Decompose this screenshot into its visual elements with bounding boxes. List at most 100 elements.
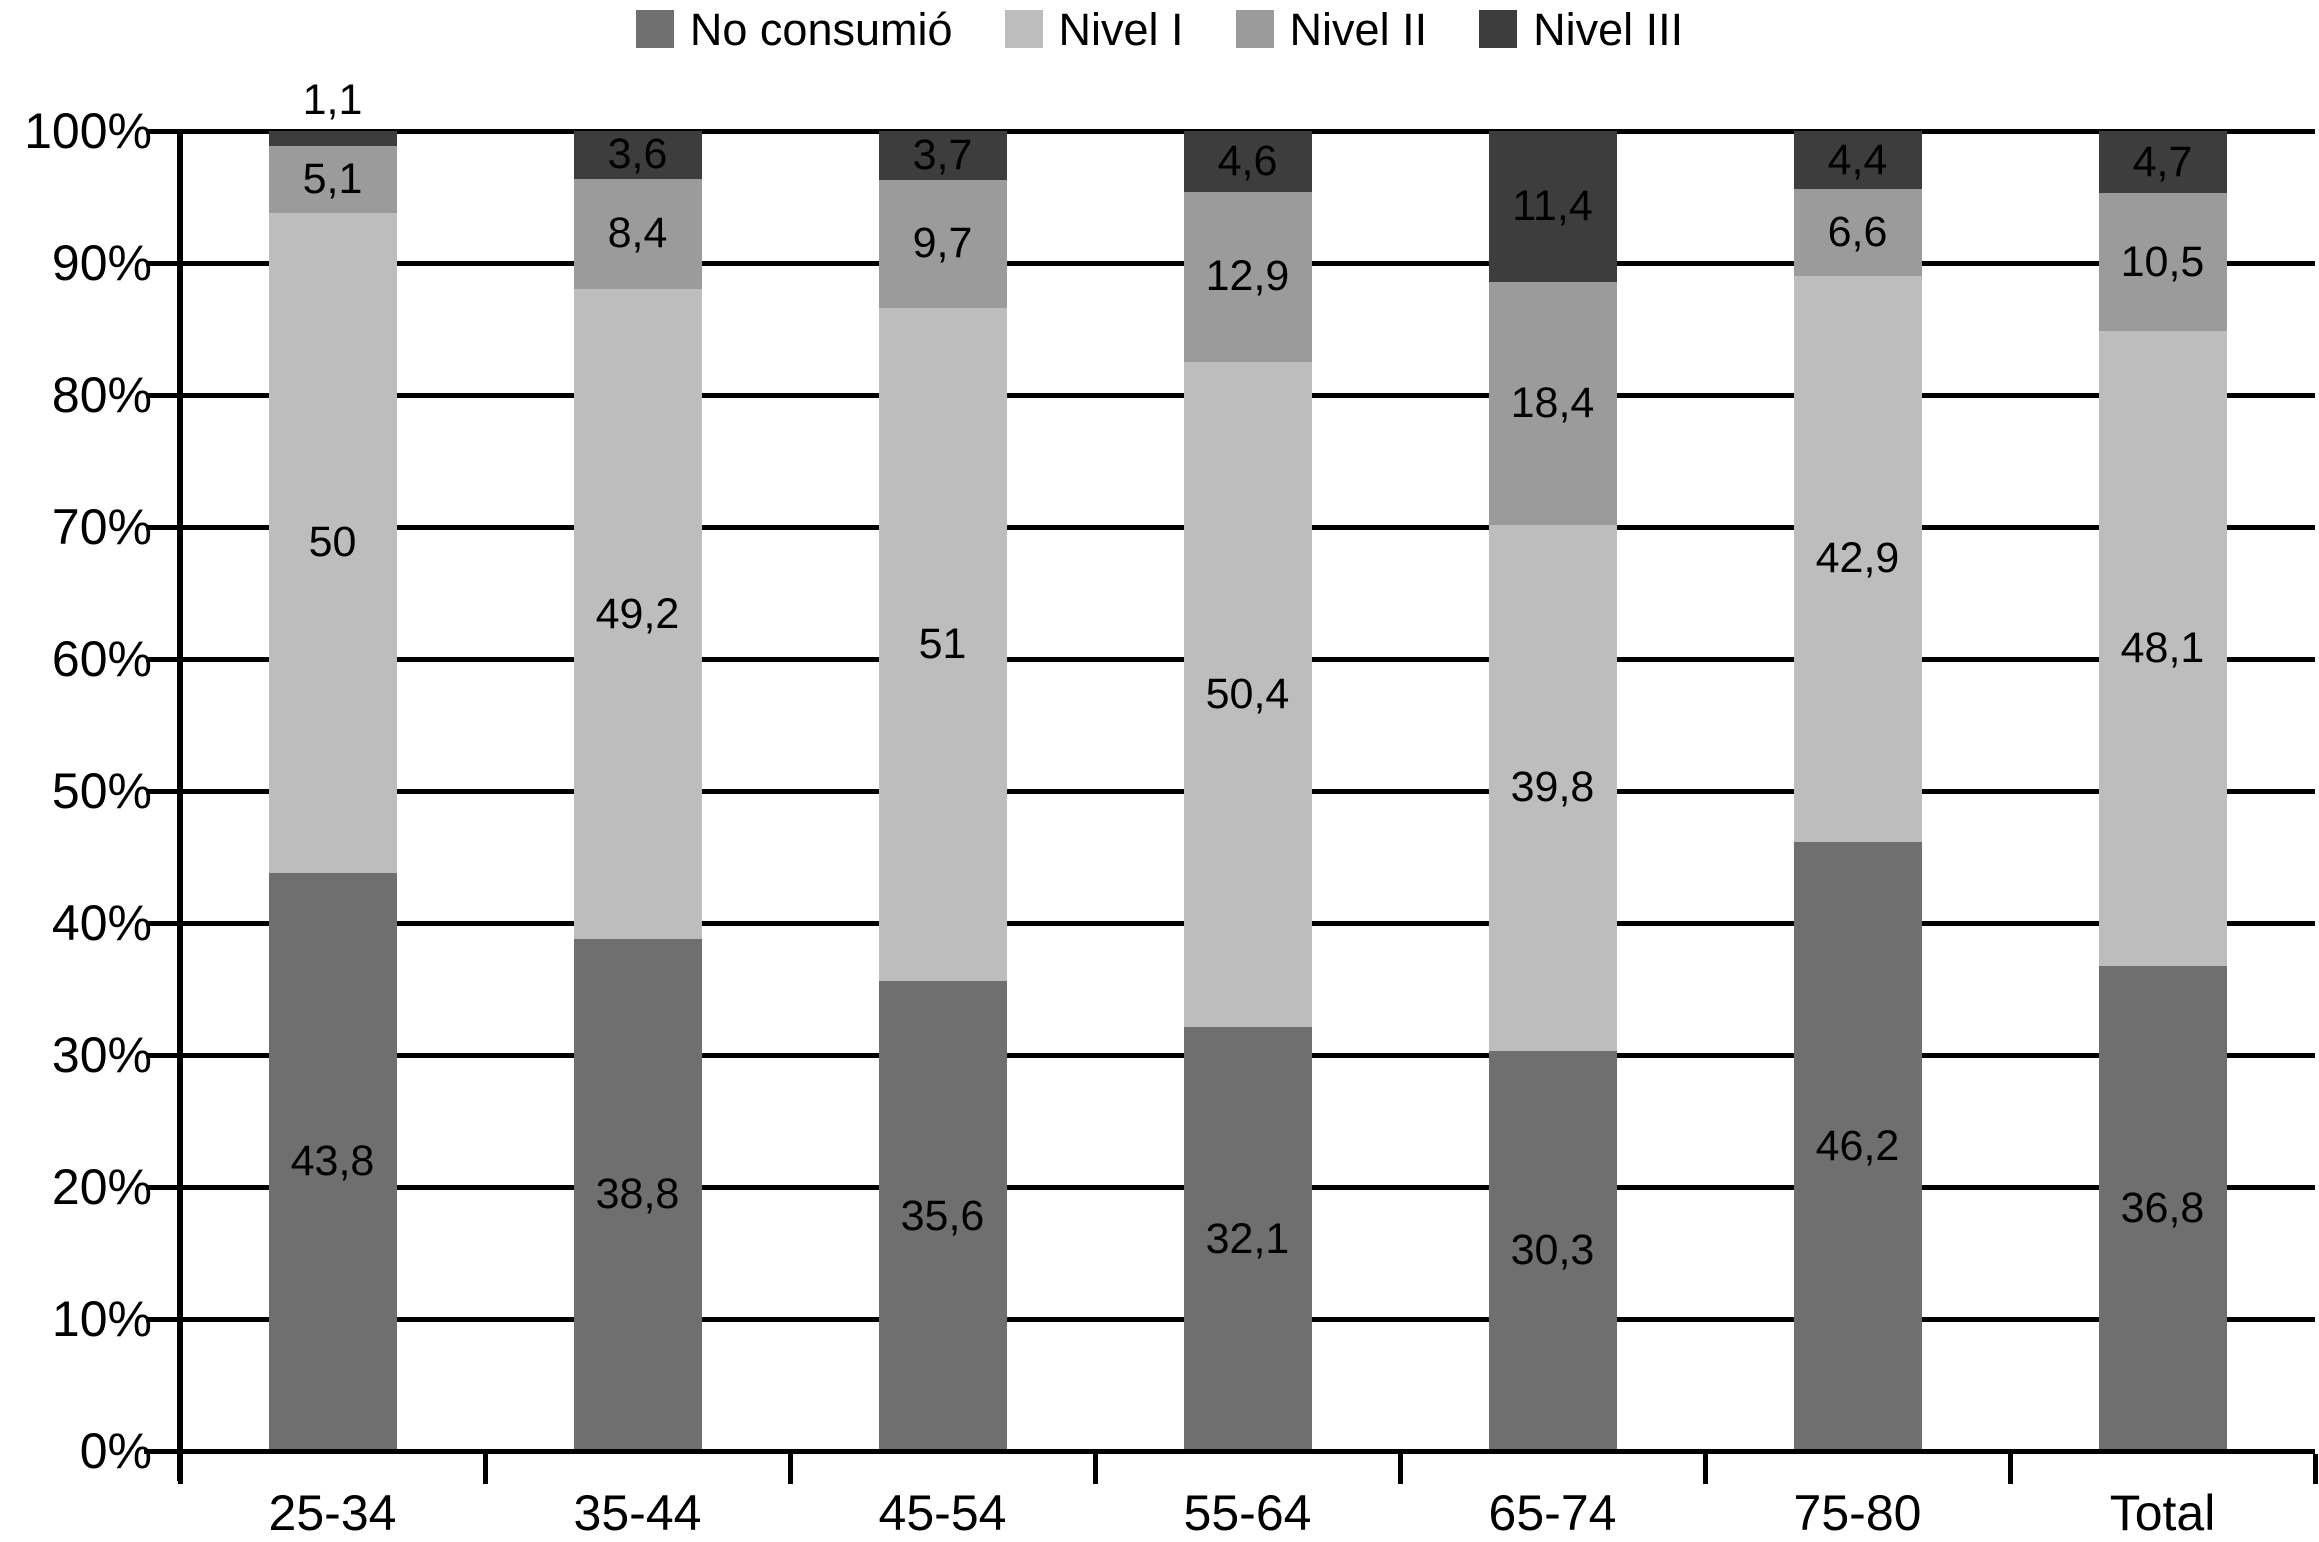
legend-label: Nivel II: [1289, 3, 1428, 55]
y-axis-tick: [146, 524, 180, 530]
y-axis-label-0: 0%: [79, 1423, 152, 1479]
legend-item-nivel-ii: Nivel II: [1235, 3, 1428, 55]
legend-item-nivel-i: Nivel I: [1004, 3, 1184, 55]
legend-swatch-nivel-i: [1004, 10, 1043, 48]
x-axis-tick: [1702, 1454, 1708, 1484]
value-label: 35,6: [900, 1191, 985, 1240]
bar-group-45-54: 3,7 9,7 51 35,6: [878, 130, 1007, 1451]
value-label: 42,9: [1815, 534, 1900, 583]
y-axis-label-40: 40%: [51, 895, 152, 951]
segment-65-74-nivel-i: 39,8: [1488, 524, 1617, 1051]
segment-35-44-nivel-ii: 8,4: [573, 178, 702, 290]
segment-55-64-nivel-ii: 12,9: [1183, 191, 1312, 363]
legend-swatch-nivel-ii: [1235, 10, 1274, 48]
segment-35-44-nivel-iii: 3,6: [573, 130, 702, 179]
value-label: 48,1: [2120, 624, 2205, 673]
y-axis-label-80: 80%: [51, 367, 152, 423]
segment-65-74-nivel-iii: 11,4: [1488, 131, 1617, 282]
segment-total-nivel-iii: 4,7: [2098, 131, 2227, 193]
x-axis-label-total: Total: [2109, 1485, 2216, 1541]
legend-item-nivel-iii: Nivel III: [1479, 7, 1683, 52]
y-axis-label-100: 100%: [24, 103, 152, 159]
bar-group-total: 4,7 10,5 48,1 36,8: [2098, 131, 2227, 1451]
segment-25-34-nivel-ii: 5,1: [268, 145, 397, 213]
segment-25-34-nivel-iii: 1,1: [268, 79, 397, 146]
segment-55-64-nivel-iii: 4,6: [1183, 131, 1312, 192]
value-label: 9,7: [912, 219, 973, 268]
y-axis-tick: [146, 788, 180, 794]
chart-legend: No consumió Nivel I Nivel II Nivel III: [0, 2, 2319, 56]
value-label: 3,6: [607, 130, 668, 179]
gridline: [180, 128, 2315, 134]
segment-25-34-no-consumio: 43,8: [268, 872, 397, 1451]
bar-group-55-64: 4,6 12,9 50,4 32,1: [1183, 131, 1312, 1451]
x-axis-label-65-74: 65-74: [1488, 1485, 1617, 1541]
segment-75-80-nivel-i: 42,9: [1793, 276, 1922, 842]
segment-35-44-nivel-i: 49,2: [573, 289, 702, 939]
y-axis-label-20: 20%: [51, 1159, 152, 1215]
y-axis-label-70: 70%: [51, 499, 152, 555]
y-axis-tick: [146, 260, 180, 266]
segment-45-54-nivel-i: 51: [878, 307, 1007, 982]
segment-75-80-no-consumio: 46,2: [1793, 841, 1922, 1451]
segment-55-64-no-consumio: 32,1: [1183, 1027, 1312, 1451]
y-axis-label-60: 60%: [51, 631, 152, 687]
legend-swatch-no-consumio: [635, 10, 674, 48]
value-label: 12,9: [1205, 252, 1290, 301]
x-axis-label-35-44: 35-44: [573, 1485, 702, 1541]
segment-45-54-no-consumio: 35,6: [878, 981, 1007, 1451]
value-label: 32,1: [1205, 1214, 1290, 1263]
segment-65-74-no-consumio: 30,3: [1488, 1050, 1617, 1451]
segment-total-nivel-ii: 10,5: [2098, 193, 2227, 332]
x-axis-tick: [482, 1454, 488, 1484]
value-label: 39,8: [1510, 763, 1595, 812]
legend-label: Nivel I: [1058, 3, 1184, 55]
y-axis-label-30: 30%: [51, 1027, 152, 1083]
segment-total-no-consumio: 36,8: [2098, 965, 2227, 1451]
x-axis-tick: [2007, 1454, 2013, 1484]
segment-65-74-nivel-ii: 18,4: [1488, 281, 1617, 525]
segment-75-80-nivel-iii: 4,4: [1793, 131, 1922, 190]
x-axis-line: [144, 1448, 2315, 1454]
y-axis-tick: [146, 1052, 180, 1058]
value-label: 8,4: [607, 209, 668, 258]
value-label: 36,8: [2120, 1183, 2205, 1232]
y-axis-tick: [146, 1184, 180, 1190]
value-label: 11,4: [1512, 181, 1593, 230]
bar-group-75-80: 4,4 6,6 42,9 46,2: [1793, 131, 1922, 1451]
value-label: 18,4: [1510, 378, 1595, 427]
value-label: 4,7: [2132, 137, 2193, 186]
value-label: 4,4: [1827, 135, 1888, 184]
plot-area: 1,1 5,1 50 43,8 3,6 8,4 49,2 38,8 3,7 9,7 51 35,6 4,…: [144, 79, 2318, 1484]
value-label: 50: [308, 518, 357, 567]
value-label: 4,6: [1217, 136, 1278, 185]
value-label: 38,8: [595, 1170, 680, 1219]
value-label: 43,8: [290, 1137, 375, 1186]
y-axis-tick: [146, 920, 180, 926]
x-axis-tick: [787, 1454, 793, 1484]
segment-45-54-nivel-ii: 9,7: [878, 179, 1007, 308]
x-axis-label-25-34: 25-34: [268, 1485, 397, 1541]
value-label: 46,2: [1815, 1121, 1900, 1170]
value-label: 5,1: [302, 154, 363, 203]
segment-75-80-nivel-ii: 6,6: [1793, 189, 1922, 277]
legend-item-no-consumio: No consumió: [635, 7, 953, 52]
segment-25-34-nivel-i: 50: [268, 212, 397, 873]
segment-45-54-nivel-iii: 3,7: [878, 130, 1007, 180]
y-axis-line: [177, 131, 183, 1481]
x-axis-tick: [1092, 1454, 1098, 1484]
y-axis-label-10: 10%: [51, 1291, 152, 1347]
value-label: 3,7: [912, 130, 973, 179]
value-label: 50,4: [1205, 670, 1290, 719]
y-axis-tick: [146, 392, 180, 398]
value-label: 51: [918, 620, 967, 668]
segment-total-nivel-i: 48,1: [2098, 331, 2227, 966]
y-axis-tick: [146, 1316, 180, 1322]
x-axis-label-75-80: 75-80: [1793, 1485, 1922, 1541]
x-axis-tick: [1397, 1454, 1403, 1484]
bar-group-65-74: 11,4 18,4 39,8 30,3: [1488, 131, 1617, 1451]
x-axis-label-55-64: 55-64: [1183, 1485, 1312, 1541]
x-axis-label-45-54: 45-54: [878, 1485, 1007, 1541]
segment-35-44-no-consumio: 38,8: [573, 938, 702, 1451]
